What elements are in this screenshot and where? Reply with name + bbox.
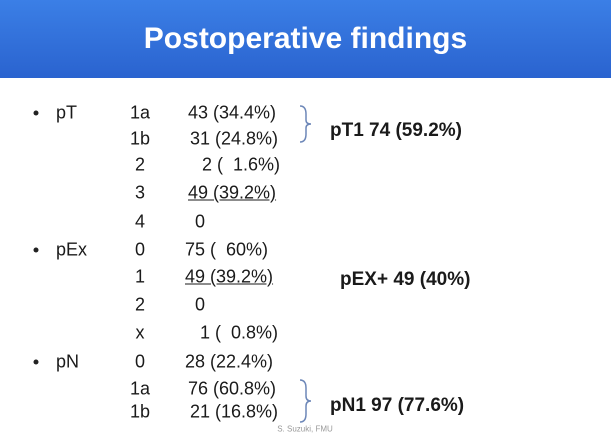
title: Postoperative findings xyxy=(143,22,468,55)
code: 4 xyxy=(134,211,146,232)
code: 1 xyxy=(134,266,146,287)
code: 0 xyxy=(134,239,146,260)
value: 2 ( 1.6%) xyxy=(202,154,281,175)
value: 76 (60.8%) xyxy=(188,378,277,399)
group-label: pN xyxy=(56,351,80,372)
value: 49 (39.2%) xyxy=(185,266,274,287)
value: 0 xyxy=(195,294,206,315)
group-label: pT xyxy=(56,102,78,123)
value: 21 (16.8%) xyxy=(190,401,279,422)
footer: S. Suzuki, FMU xyxy=(277,424,333,434)
summary: pT1 74 (59.2%) xyxy=(330,120,462,141)
value: 0 xyxy=(195,211,206,232)
code: 2 xyxy=(134,154,146,175)
value: 75 ( 60%) xyxy=(185,239,269,260)
group-label: pEx xyxy=(56,239,88,260)
code: 3 xyxy=(134,182,146,203)
code: 1a xyxy=(129,102,151,123)
value: 1 ( 0.8%) xyxy=(200,322,279,343)
value: 43 (34.4%) xyxy=(188,102,277,123)
header: Postoperative findings xyxy=(0,0,611,78)
code: 2 xyxy=(134,294,146,315)
code: 1b xyxy=(129,401,151,422)
code: 1b xyxy=(129,128,151,149)
code: x xyxy=(135,322,145,343)
summary: pN1 97 (77.6%) xyxy=(330,395,465,416)
bullets xyxy=(33,110,39,365)
code: 1a xyxy=(129,378,151,399)
value: 31 (24.8%) xyxy=(190,128,279,149)
code: 0 xyxy=(134,351,146,372)
value: 49 (39.2%) xyxy=(188,182,277,203)
summary: pEX+ 49 (40%) xyxy=(340,269,471,290)
value: 28 (22.4%) xyxy=(185,351,274,372)
braces xyxy=(299,105,312,423)
